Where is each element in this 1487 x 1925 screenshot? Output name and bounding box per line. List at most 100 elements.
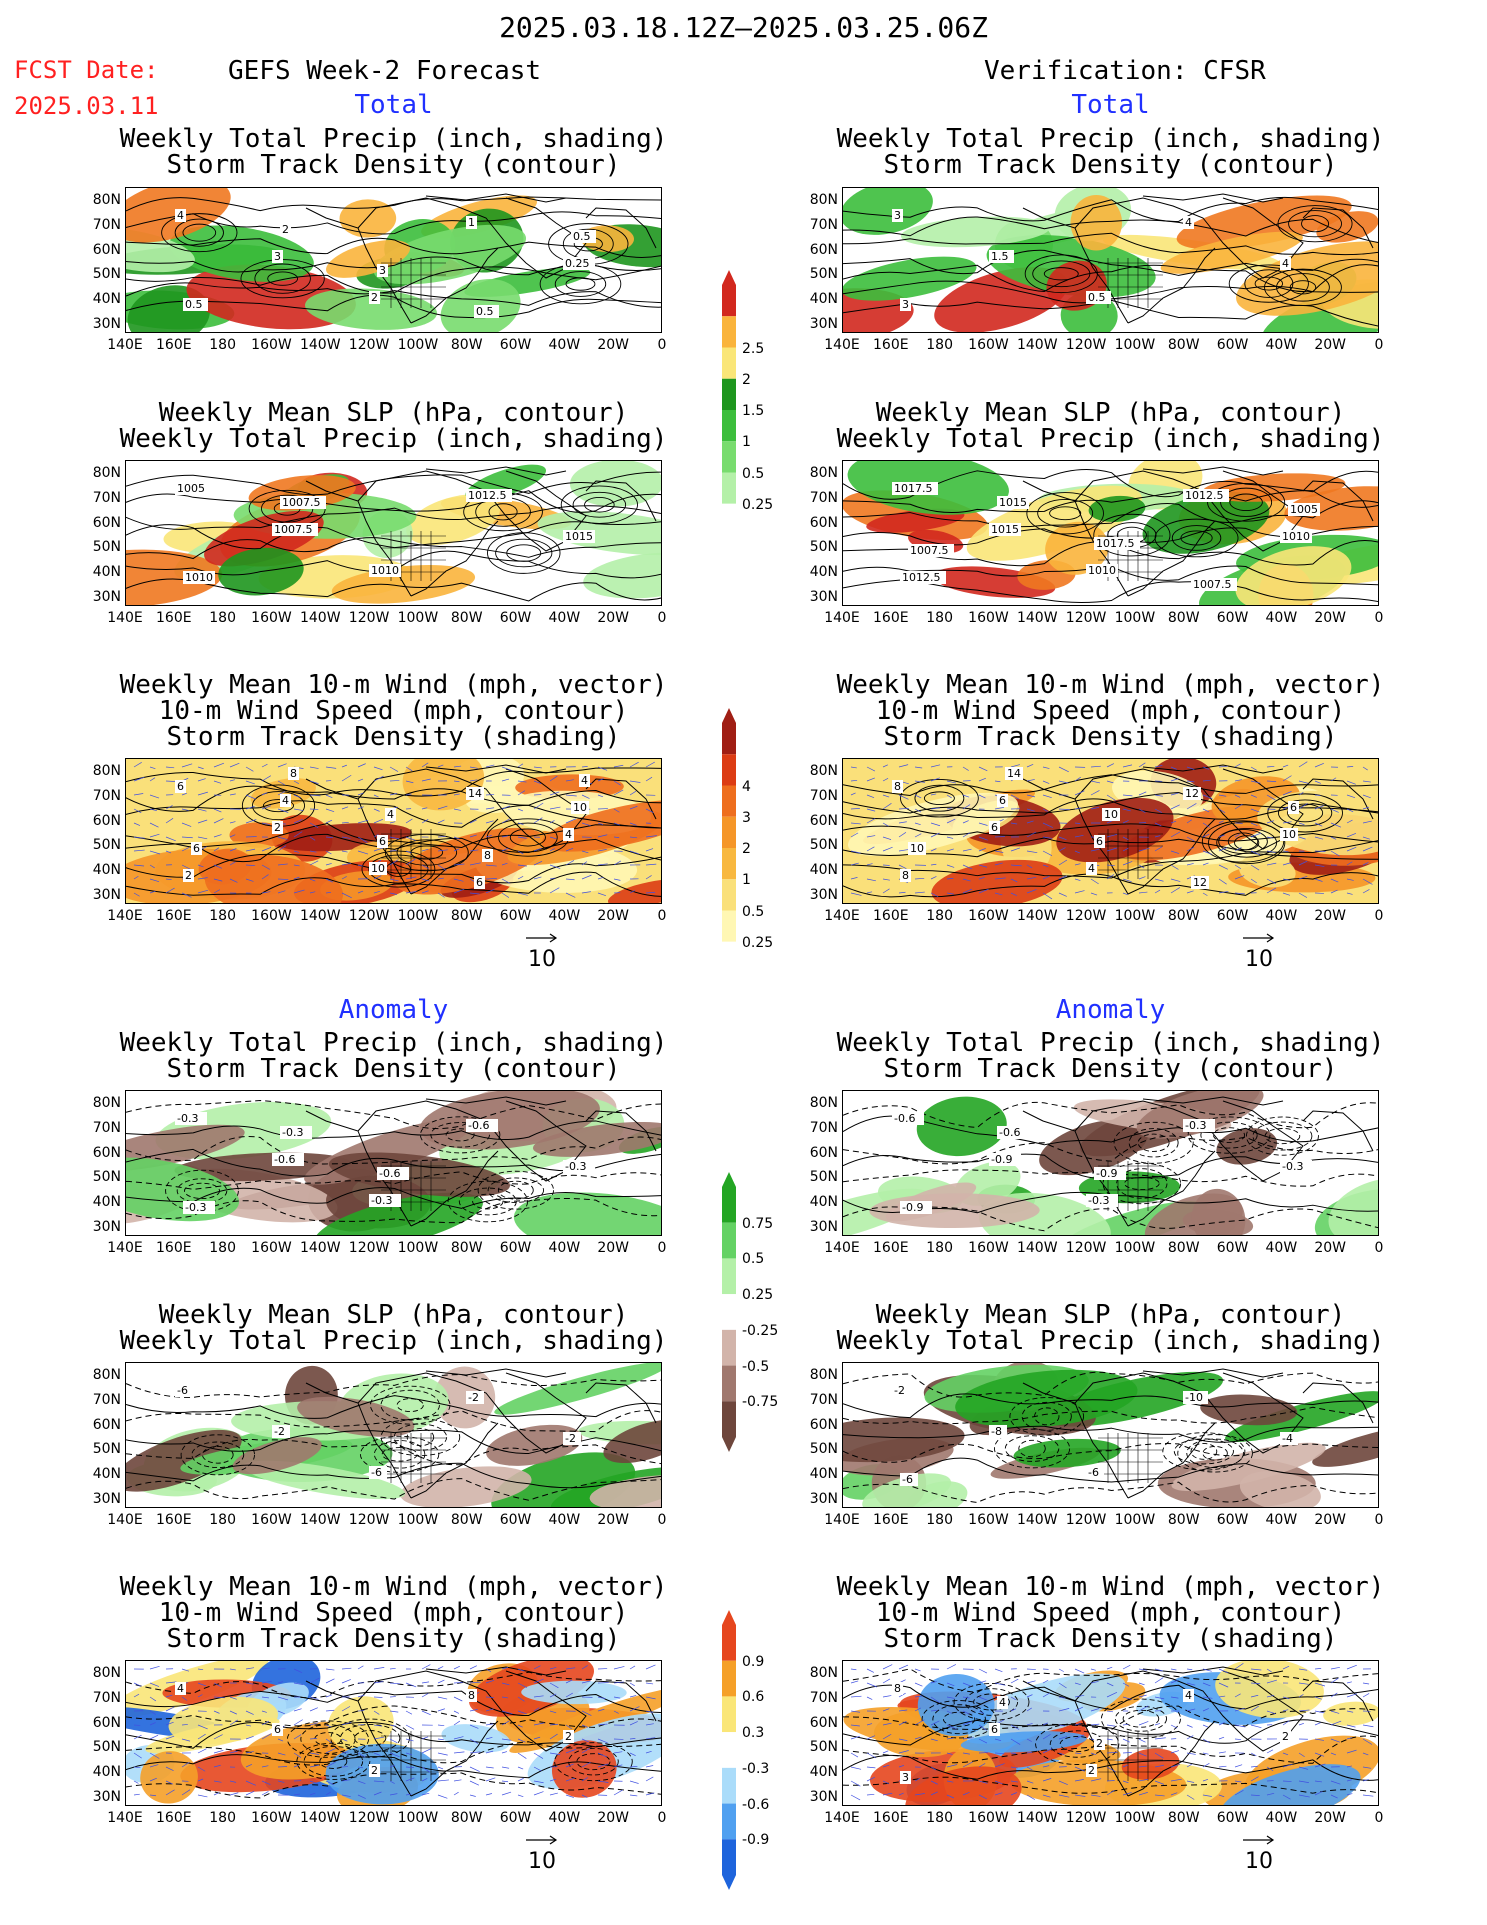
lon-tick-label: 180 <box>926 1512 953 1528</box>
wind-vector <box>1186 1780 1195 1783</box>
contour-line <box>126 800 661 829</box>
wind-vector <box>165 780 177 782</box>
wind-vector <box>866 1776 875 1782</box>
contour-ring <box>458 1187 517 1216</box>
wind-vector <box>229 878 238 883</box>
lon-tick-label: 120W <box>1065 1810 1107 1826</box>
wind-vector <box>850 892 862 896</box>
colorbar-tick-label: 1 <box>742 434 751 451</box>
wind-vector <box>149 1764 159 1768</box>
wind-vector <box>882 764 889 768</box>
lon-tick-label: 160W <box>968 908 1009 924</box>
contour-label: 1012.5 <box>466 489 512 502</box>
contour-label: 12 <box>1191 876 1209 889</box>
contour-ring <box>560 485 638 524</box>
wind-vector <box>261 1696 270 1699</box>
wind-vector <box>1362 846 1373 852</box>
wind-vector <box>978 766 988 772</box>
lat-tick-label: 60N <box>92 812 121 829</box>
contour-ring <box>339 1724 401 1753</box>
contour-label: 2 <box>563 1730 574 1743</box>
wind-vector <box>485 1777 496 1782</box>
wind-vector <box>421 1766 431 1773</box>
wind-vector <box>245 1736 254 1740</box>
contour-ring <box>262 799 294 813</box>
wind-vector <box>1042 1679 1049 1684</box>
wind-vector <box>1154 1696 1165 1700</box>
contour-label: 1007.5 <box>1191 578 1237 591</box>
wind-vector <box>533 817 543 824</box>
wind-vector <box>1282 775 1292 782</box>
wind-vector <box>1330 878 1339 883</box>
wind-vector <box>946 836 954 839</box>
wind-vector <box>581 861 588 866</box>
wind-vector <box>373 1791 382 1796</box>
svg-text:8: 8 <box>468 1689 475 1702</box>
map-plot: -0.6-0.9-0.3-0.3-0.3-0.9-0.6-0.9 <box>843 1091 1378 1235</box>
wind-vector <box>517 1794 524 1798</box>
contour-ring <box>1093 513 1171 557</box>
lon-tick-label: 40W <box>548 1240 581 1256</box>
wind-vector <box>1138 1721 1149 1726</box>
shading-region <box>900 216 1050 248</box>
wind-vector <box>1234 1780 1242 1783</box>
wind-vector <box>898 864 907 870</box>
wind-vector <box>485 1708 494 1712</box>
wind-vector <box>1346 1765 1352 1768</box>
lon-tick-label: 120W <box>1065 1240 1107 1256</box>
svg-text:10: 10 <box>910 842 924 855</box>
lat-tick-label: 60N <box>809 1144 838 1161</box>
colorbar-tick-label: 2 <box>742 371 751 388</box>
wind-vector <box>850 779 858 782</box>
wind-vector <box>485 835 492 838</box>
wind-vector <box>613 1789 623 1796</box>
contour-ring <box>1301 215 1330 233</box>
wind-vector <box>1314 1722 1321 1726</box>
contour-ring <box>923 791 955 805</box>
svg-text:1010: 1010 <box>371 564 399 577</box>
map-panel-v-wind: 8 6 4 12 10 8 6 6 12 6 10 14 10 <box>842 758 1379 904</box>
wind-vector <box>613 808 620 813</box>
wind-vector <box>1218 1695 1226 1698</box>
wind-vector <box>133 875 139 880</box>
wind-vector <box>229 821 236 824</box>
svg-text:4: 4 <box>565 828 572 841</box>
wind-vector <box>293 1682 304 1685</box>
wind-vector <box>1170 878 1181 882</box>
wind-vector <box>978 1710 985 1714</box>
wind-vector <box>1058 1752 1065 1756</box>
contour-ring <box>384 833 469 872</box>
wind-vector <box>165 1766 174 1771</box>
wind-vector <box>309 1738 318 1740</box>
contour-label: -2 <box>272 1425 290 1438</box>
wind-vector <box>341 764 348 768</box>
wind-vector <box>277 780 286 786</box>
colorbar-tick-label: 0.9 <box>742 1653 765 1670</box>
reference-vector: 10 <box>517 928 567 972</box>
wind-vector <box>309 836 316 841</box>
lat-tick-label: 70N <box>809 787 838 804</box>
wind-vector <box>1154 835 1161 838</box>
wind-vector <box>1010 1752 1017 1754</box>
wind-vector <box>277 863 288 866</box>
wind-vector <box>930 1709 938 1712</box>
lon-tick-label: 60W <box>499 1810 532 1826</box>
svg-text:10: 10 <box>1282 828 1296 841</box>
contour-label: -2 <box>466 1391 484 1404</box>
wind-vector <box>373 818 384 824</box>
wind-vector <box>1298 1794 1310 1798</box>
wind-vector <box>149 850 161 855</box>
contour-line <box>126 196 661 212</box>
contour-label: 4 <box>1183 216 1194 229</box>
wind-vector <box>389 1738 398 1744</box>
wind-vector <box>1138 876 1146 880</box>
wind-vector <box>1266 862 1277 866</box>
wind-vector <box>389 892 398 895</box>
wind-vector <box>1186 1752 1196 1755</box>
wind-vector <box>1314 1682 1326 1687</box>
wind-vector <box>325 1791 332 1796</box>
wind-vector <box>133 776 145 782</box>
